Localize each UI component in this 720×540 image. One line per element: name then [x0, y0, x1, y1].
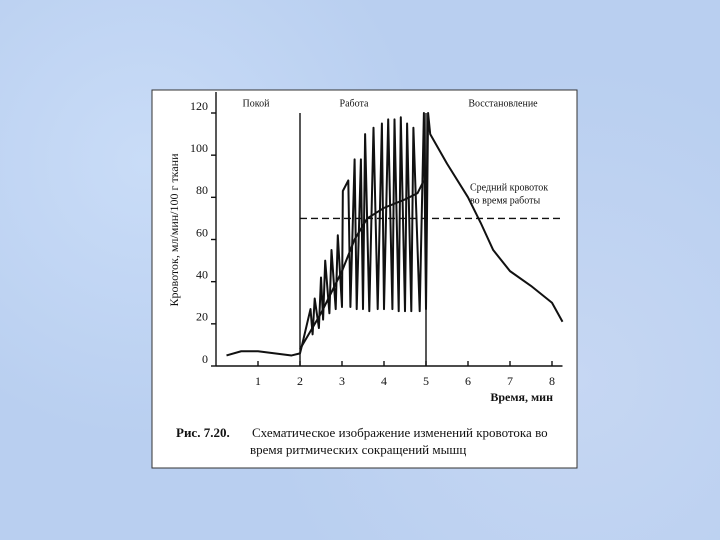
y-tick-label: 120 — [190, 99, 208, 113]
y-axis-label: Кровоток, мл/мин/100 г ткани — [167, 153, 181, 307]
phase-label: Восстановление — [468, 98, 538, 109]
x-tick-label: 2 — [297, 374, 303, 388]
phase-label: Покой — [243, 98, 271, 109]
y-tick-label: 40 — [196, 267, 208, 281]
x-axis-label: Время, мин — [490, 390, 553, 404]
y-tick-label: 100 — [190, 141, 208, 155]
x-tick-label: 1 — [255, 374, 261, 388]
y-tick-label: 20 — [196, 310, 208, 324]
y-tick-label: 0 — [202, 352, 208, 366]
annotation: Средний кровоток — [470, 182, 548, 193]
x-tick-label: 3 — [339, 374, 345, 388]
y-tick-label: 80 — [196, 183, 208, 197]
x-tick-label: 5 — [423, 374, 429, 388]
caption: Схематическое изображение изменений кров… — [252, 425, 548, 440]
x-tick-label: 7 — [507, 374, 513, 388]
annotation: во время работы — [470, 195, 541, 206]
caption-label: Рис. 7.20. — [176, 425, 230, 440]
x-tick-label: 4 — [381, 374, 387, 388]
data-line — [226, 112, 564, 357]
caption: время ритмических сокращений мышц — [250, 442, 466, 457]
x-tick-label: 8 — [549, 374, 555, 388]
phase-label: Работа — [340, 98, 369, 109]
y-tick-label: 60 — [196, 225, 208, 239]
data-line — [299, 180, 425, 350]
x-tick-label: 6 — [465, 374, 471, 388]
